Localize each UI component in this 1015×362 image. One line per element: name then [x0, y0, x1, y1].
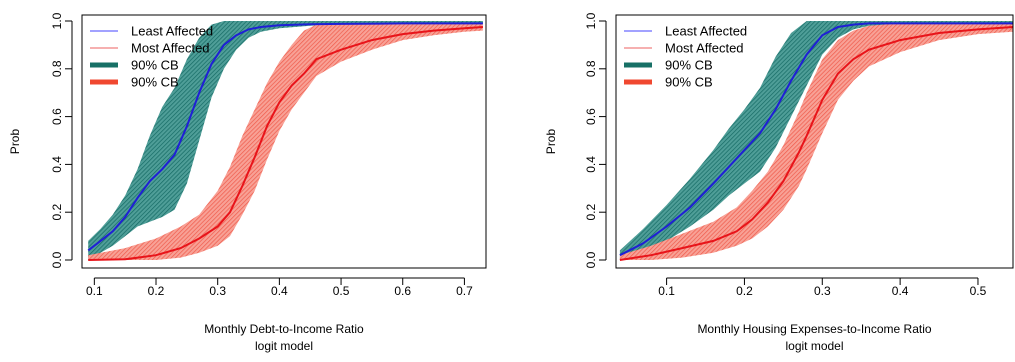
series-line-least: [87, 22, 483, 252]
y-tick-label: 0.6: [50, 108, 64, 125]
series-line-most: [88, 26, 483, 261]
x-tick-label: 0.4: [892, 284, 909, 298]
x-tick-label: 0.5: [333, 284, 350, 298]
x-axis-label: Monthly Housing Expenses-to-Income Ratio: [697, 322, 931, 336]
series-line-most: [619, 26, 1013, 261]
y-tick-label: 0.2: [584, 204, 598, 221]
y-axis-label: Prob: [8, 129, 22, 155]
plot-frame: [615, 14, 1014, 269]
legend-label-most-affected: Most Affected: [665, 41, 744, 56]
x-axis-subtitle: logit model: [255, 339, 313, 353]
y-tick-label: 0.4: [50, 156, 64, 173]
x-tick-label: 0.5: [970, 284, 987, 298]
x-tick-label: 0.6: [394, 284, 411, 298]
x-tick-label: 0.4: [271, 284, 288, 298]
chart-panel-debt-to-income: 0.1 0.2 0.3 0.4 0.5 0.6 0.7 0.0 0.2 0.4 0.6 0.8 1.0…: [8, 12, 487, 353]
x-tick-label: 0.3: [814, 284, 831, 298]
x-axis-label: Monthly Debt-to-Income Ratio: [204, 322, 364, 336]
x-axis-subtitle: logit model: [785, 339, 843, 353]
y-tick-label: 0.0: [50, 251, 64, 268]
legend-label-cb-least: 90% CB: [131, 58, 179, 73]
y-tick-label: 0.4: [584, 156, 598, 173]
y-tick-label: 0.6: [584, 108, 598, 125]
ci-band-least: [619, 21, 1013, 260]
legend-label-most-affected: Most Affected: [131, 41, 210, 56]
x-tick-label: 0.3: [209, 284, 226, 298]
x-tick-label: 0.7: [456, 284, 473, 298]
y-axis-label: Prob: [544, 129, 558, 155]
legend-label-least-affected: Least Affected: [131, 24, 213, 39]
x-tick-label: 0.2: [148, 284, 165, 298]
chart-panel-housing-expenses: 0.1 0.2 0.3 0.4 0.5 0.0 0.2 0.4 0.6 0.8 1.0 Least…: [544, 12, 1014, 353]
legend-label-cb-least: 90% CB: [665, 58, 713, 73]
y-tick-label: 1.0: [584, 12, 598, 29]
legend-label-cb-most: 90% CB: [665, 75, 713, 90]
legend-label-cb-most: 90% CB: [131, 75, 179, 90]
x-tick-label: 0.1: [658, 284, 675, 298]
y-tick-label: 0.8: [584, 60, 598, 77]
ci-band-most: [619, 23, 1013, 261]
y-tick-label: 0.2: [50, 204, 64, 221]
ci-band-least: [88, 21, 483, 260]
plot-frame: [81, 14, 487, 269]
x-tick-label: 0.2: [736, 284, 753, 298]
y-tick-label: 1.0: [50, 12, 64, 29]
y-tick-label: 0.0: [584, 251, 598, 268]
y-tick-label: 0.8: [50, 60, 64, 77]
ci-band-most: [88, 23, 483, 261]
x-tick-label: 0.1: [86, 284, 103, 298]
legend-label-least-affected: Least Affected: [665, 24, 747, 39]
series-line-least: [619, 22, 1013, 257]
